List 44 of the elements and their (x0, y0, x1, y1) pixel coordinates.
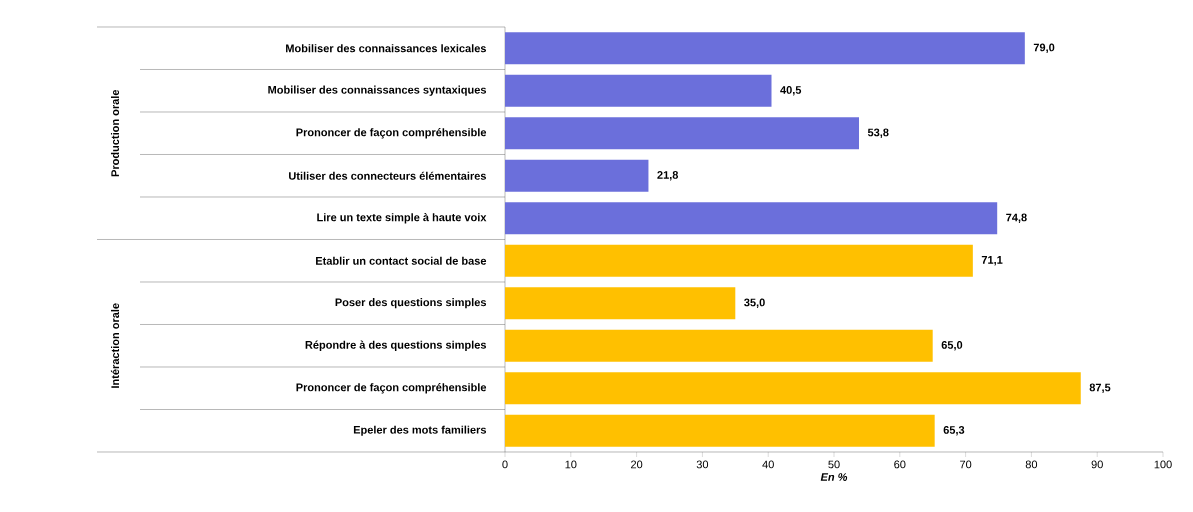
bar (505, 244, 973, 277)
bar (505, 202, 998, 235)
x-tick-label: 90 (1091, 460, 1103, 469)
y-tick-label: Utiliser des connecteurs élémentaires (289, 171, 486, 180)
data-label: 65,3 (943, 426, 965, 436)
data-label: 87,5 (1089, 383, 1111, 393)
text: Production orale (110, 89, 120, 177)
bar (505, 74, 772, 107)
x-tick-label: 60 (894, 460, 906, 469)
y-tick-label: Mobiliser des connaissances lexicales (286, 44, 486, 53)
x-axis-title: En % (820, 473, 848, 481)
data-label: 53,8 (867, 128, 889, 138)
bar (505, 287, 736, 320)
x-tick-label: 10 (565, 460, 577, 469)
text: Intéraction orale (110, 303, 120, 388)
y-tick-label: Poser des questions simples (335, 298, 487, 309)
data-label: 65,0 (941, 341, 963, 351)
bar (505, 329, 933, 362)
x-tick-label: 0 (502, 460, 508, 469)
data-label: 35,0 (744, 298, 765, 308)
x-tick-label: 20 (631, 460, 643, 469)
bar (505, 159, 649, 192)
y-tick-label: Mobiliser des connaissances syntaxiques (268, 85, 487, 96)
x-tick-label: 40 (762, 460, 774, 469)
x-tick-label: 50 (828, 460, 840, 469)
x-tick-label: 70 (960, 460, 972, 469)
data-label: 74,8 (1006, 213, 1027, 223)
x-tick-label: 100 (1154, 460, 1172, 469)
bar (505, 32, 1025, 65)
data-label: 79,0 (1033, 43, 1055, 53)
y-tick-label: Prononcer de façon compréhensible (296, 383, 487, 394)
data-label: 71,1 (981, 256, 1003, 266)
data-label: 21,8 (657, 171, 679, 181)
y-tick-label: Répondre à des questions simples (305, 340, 487, 351)
data-label: 40,5 (780, 86, 802, 96)
bar (505, 117, 860, 150)
y-tick-label: Epeler des mots familiers (353, 425, 486, 436)
y-tick-label: Lire un texte simple à haute voix (317, 213, 487, 224)
bar (505, 372, 1081, 405)
x-tick-label: 80 (1025, 460, 1038, 469)
y-tick-label: Prononcer de façon compréhensible (296, 128, 487, 139)
y-tick-label: Etablir un contact social de base (316, 256, 487, 265)
bar (505, 414, 935, 447)
x-tick-label: 30 (696, 460, 709, 469)
